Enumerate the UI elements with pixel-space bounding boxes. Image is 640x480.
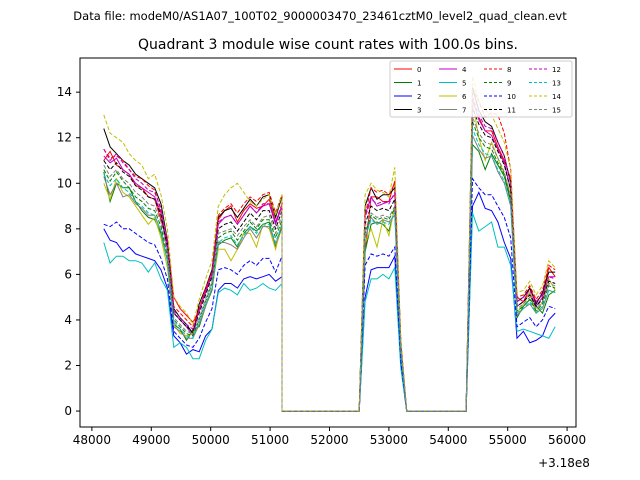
legend-label-6: 6 (462, 93, 467, 101)
series-line-9 (103, 121, 556, 412)
y-tick-label-2: 2 (64, 359, 72, 373)
legend-label-11: 11 (507, 107, 516, 115)
legend-label-0: 0 (417, 66, 421, 74)
suptitle: Data file: modeM0/AS1A07_100T02_90000034… (73, 9, 567, 23)
legend-label-2: 2 (417, 93, 421, 101)
legend-label-15: 15 (552, 107, 561, 115)
y-tick-label-10: 10 (57, 176, 72, 190)
y-tick-label-0: 0 (64, 404, 72, 418)
y-tick-label-8: 8 (64, 222, 72, 236)
x-tick-label-48000: 48000 (73, 433, 111, 447)
legend-label-5: 5 (462, 80, 466, 88)
x-tick-label-51000: 51000 (251, 433, 289, 447)
legend-label-8: 8 (507, 66, 511, 74)
x-tick-label-53000: 53000 (370, 433, 408, 447)
legend-label-7: 7 (462, 107, 466, 115)
chart-title: Quadrant 3 module wise count rates with … (138, 37, 518, 53)
legend-label-1: 1 (417, 80, 421, 88)
legend-label-9: 9 (507, 80, 511, 88)
y-tick-label-6: 6 (64, 267, 72, 281)
legend-label-10: 10 (507, 93, 516, 101)
y-tick-label-14: 14 (57, 85, 72, 99)
legend-label-14: 14 (552, 93, 561, 101)
legend-label-3: 3 (417, 107, 421, 115)
legend-box (389, 60, 573, 118)
x-tick-label-50000: 50000 (192, 433, 230, 447)
x-tick-label-55000: 55000 (489, 433, 527, 447)
x-tick-label-49000: 49000 (132, 433, 170, 447)
plot-lines (103, 76, 556, 412)
legend-label-13: 13 (552, 80, 561, 88)
x-offset-label: +3.18e8 (538, 456, 590, 470)
legend-label-4: 4 (462, 66, 467, 74)
x-tick-label-56000: 56000 (548, 433, 586, 447)
axis-ticks: 48000 49000 50000 51000 52000 53000 54000 55000… (57, 85, 586, 447)
y-tick-label-4: 4 (64, 313, 72, 327)
series-line-15 (103, 117, 556, 412)
x-tick-label-54000: 54000 (429, 433, 467, 447)
y-tick-label-12: 12 (57, 131, 72, 145)
x-tick-label-52000: 52000 (310, 433, 348, 447)
plot-frame (79, 57, 577, 428)
legend-label-12: 12 (552, 66, 561, 74)
